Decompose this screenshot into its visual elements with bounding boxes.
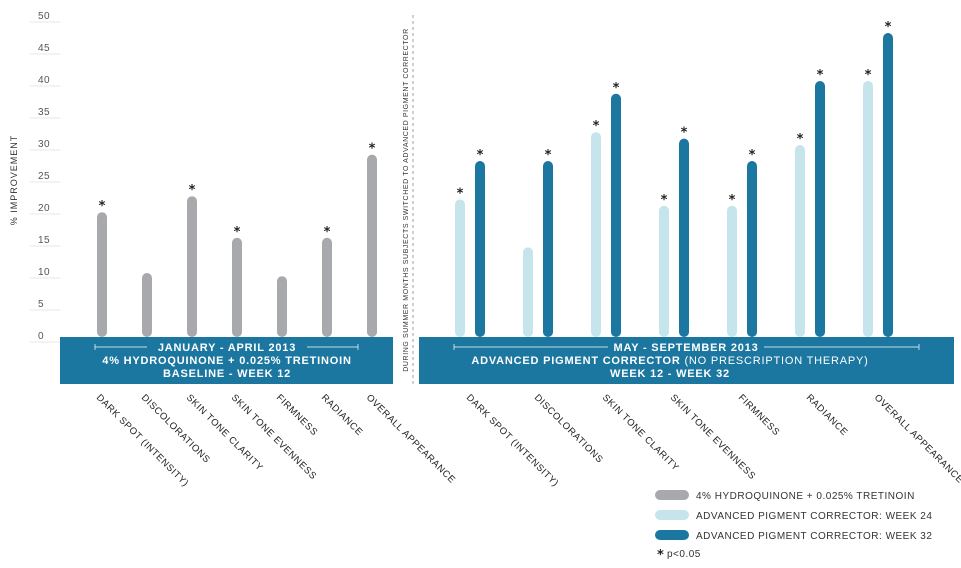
significance-star: *: [593, 119, 600, 134]
category-label: SKIN TONE EVENNESS: [229, 392, 319, 482]
band-2-line-1: MAY - SEPTEMBER 2013: [614, 342, 759, 354]
bar-p1-s1-3: [187, 196, 197, 337]
legend-swatch-3: [655, 530, 689, 540]
y-axis-title: % IMPROVEMENT: [9, 135, 19, 226]
significance-star: *: [545, 148, 552, 163]
y-axis: 0 5 10 15 20 25 30 35 40 45 50: [30, 11, 60, 343]
category-labels: DARK SPOT (INTENSITY)DISCOLORATIONSSKIN …: [94, 392, 961, 489]
significance-star: *: [865, 68, 872, 83]
separator-backdrop: [396, 15, 413, 387]
significance-star: *: [681, 126, 688, 141]
y-tick-label: 40: [38, 75, 50, 86]
bar-p1-s1-7: [367, 154, 377, 337]
bar-p2-s1-5: [727, 205, 737, 337]
bar-p2-s2-4: [679, 138, 689, 337]
legend-label-3: ADVANCED PIGMENT CORRECTOR: WEEK 32: [696, 531, 932, 542]
separator-label: DURING SUMMER MONTHS SUBJECTS SWITCHED T…: [403, 28, 410, 372]
y-tick-label: 30: [38, 139, 50, 150]
band-1-line-2: 4% HYDROQUINONE + 0.025% TRETINOIN: [102, 355, 351, 367]
bar-p1-s1-4: [232, 237, 242, 337]
significance-star: *: [189, 183, 196, 198]
y-tick-label: 20: [38, 203, 50, 214]
y-tick-label: 5: [38, 299, 44, 310]
significance-star: *: [613, 81, 620, 96]
y-tick-label: 25: [38, 171, 50, 182]
category-label: DARK SPOT (INTENSITY): [94, 392, 191, 489]
bar-p2-s1-6: [795, 145, 805, 337]
category-label: FIRMNESS: [274, 392, 320, 438]
bar-p2-s2-1: [475, 161, 485, 337]
y-tick-label: 0: [38, 331, 44, 342]
significance-star: *: [885, 20, 892, 35]
significance-star: *: [324, 225, 331, 240]
y-tick-label: 15: [38, 235, 50, 246]
legend-significance-marker: *: [657, 548, 664, 563]
band-2-line-2: ADVANCED PIGMENT CORRECTOR (NO PRESCRIPT…: [471, 355, 868, 367]
band-1-line-3: BASELINE - WEEK 12: [163, 368, 291, 380]
legend-label-1: 4% HYDROQUINONE + 0.025% TRETINOIN: [696, 491, 915, 502]
band-2-line-3: WEEK 12 - WEEK 32: [610, 368, 730, 380]
bar-p2-s2-7: [883, 33, 893, 337]
bar-p1-s1-2: [142, 273, 152, 337]
category-label: SKIN TONE CLARITY: [600, 392, 681, 473]
bar-p2-s2-6: [815, 81, 825, 337]
significance-star: *: [797, 132, 804, 147]
bar-p1-s1-6: [322, 237, 332, 337]
category-label: DISCOLORATIONS: [532, 392, 605, 465]
legend-significance-label: p<0.05: [667, 549, 701, 560]
significance-star: *: [99, 199, 106, 214]
category-label: SKIN TONE CLARITY: [184, 392, 265, 473]
period-separator: DURING SUMMER MONTHS SUBJECTS SWITCHED T…: [396, 15, 414, 387]
significance-star: *: [661, 193, 668, 208]
category-label: RADIANCE: [804, 392, 850, 438]
significance-star: *: [749, 148, 756, 163]
legend-swatch-1: [655, 490, 689, 500]
bar-p2-s2-5: [747, 161, 757, 337]
bar-p2-s1-3: [591, 132, 601, 337]
y-tick-label: 45: [38, 43, 50, 54]
legend-label-2: ADVANCED PIGMENT CORRECTOR: WEEK 24: [696, 511, 932, 522]
significance-star: *: [729, 193, 736, 208]
significance-star: *: [369, 142, 376, 157]
bar-p2-s1-1: [455, 199, 465, 337]
category-label: OVERALL APPEARANCE: [872, 392, 961, 486]
y-tick-label: 50: [38, 11, 50, 22]
band-2-line-2-note: (NO PRESCRIPTION THERAPY): [684, 355, 868, 367]
band-2-line-2-main: ADVANCED PIGMENT CORRECTOR: [471, 355, 684, 367]
bar-p1-s1-1: [97, 212, 107, 337]
significance-star: *: [817, 68, 824, 83]
band-1-line-1: JANUARY - APRIL 2013: [158, 342, 296, 354]
category-label: RADIANCE: [319, 392, 365, 438]
category-label: FIRMNESS: [736, 392, 782, 438]
legend-swatch-2: [655, 510, 689, 520]
bars: [97, 33, 893, 337]
category-label: OVERALL APPEARANCE: [364, 392, 458, 486]
bar-p2-s1-2: [523, 247, 533, 337]
bar-p2-s1-4: [659, 205, 669, 337]
significance-star: *: [477, 148, 484, 163]
bar-p1-s1-5: [277, 276, 287, 337]
significance-markers: * * * * * * * * * * * * * * * * * *: [99, 20, 892, 240]
y-tick-label: 35: [38, 107, 50, 118]
bar-p2-s1-7: [863, 81, 873, 337]
significance-star: *: [234, 225, 241, 240]
bar-p2-s2-3: [611, 93, 621, 337]
significance-star: *: [457, 186, 464, 201]
legend: 4% HYDROQUINONE + 0.025% TRETINOIN ADVANC…: [655, 490, 932, 563]
bar-p2-s2-2: [543, 161, 553, 337]
y-tick-label: 10: [38, 267, 50, 278]
